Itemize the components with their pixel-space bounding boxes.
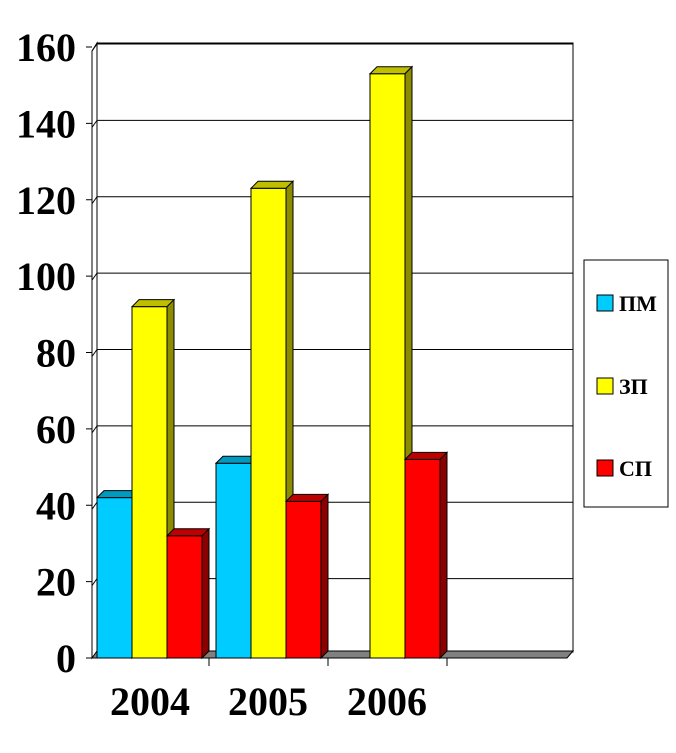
legend-label: СП	[619, 456, 652, 481]
bar-СП-2006	[403, 451, 449, 660]
y-axis-ticks: 0 20 40 60 80 100 120 140 160	[16, 25, 92, 681]
y-tick-label: 140	[16, 101, 76, 146]
y-tick-label: 120	[16, 178, 76, 223]
gridline-diag	[91, 349, 98, 357]
gridline-diag	[91, 501, 98, 510]
bar-ЗП-2004	[130, 298, 176, 660]
bar-side	[320, 493, 329, 660]
x-tick-label: 2004	[110, 679, 190, 724]
bar-СП-2005	[284, 493, 330, 660]
bar-front	[215, 462, 252, 659]
bar-ПМ-2004	[95, 489, 141, 660]
gridline-diag	[91, 43, 98, 52]
legend-label: ПМ	[619, 291, 657, 316]
bar-front	[96, 497, 133, 659]
x-tick-label: 2006	[347, 679, 427, 724]
gridline-diag	[91, 578, 98, 586]
y-tick-label: 160	[16, 25, 76, 70]
y-tick-label: 20	[36, 560, 76, 605]
y-tick-label: 0	[56, 636, 76, 681]
bar-ЗП-2006	[368, 65, 414, 660]
bar-front	[250, 187, 287, 659]
x-axis-ticks: 2004 2005 2006	[110, 658, 448, 724]
y-tick-label: 100	[16, 254, 76, 299]
legend-swatch	[596, 294, 614, 312]
bars	[95, 65, 449, 660]
bar-front	[285, 500, 322, 659]
y-tick-label: 80	[36, 331, 76, 376]
bar-front	[369, 73, 406, 659]
bar-СП-2004	[165, 527, 211, 660]
y-tick-label: 40	[36, 483, 76, 528]
bar-front	[131, 306, 168, 659]
legend: ПМ ЗП СП	[583, 259, 669, 508]
legend-swatch	[596, 377, 614, 395]
bar-front	[166, 535, 203, 659]
gridlines	[91, 43, 573, 586]
legend-swatch	[596, 459, 614, 477]
gridline-diag	[91, 425, 98, 434]
gridline-diag	[91, 272, 98, 281]
gridline-diag	[91, 120, 98, 128]
x-tick-label: 2005	[228, 679, 308, 724]
bar-side	[439, 451, 448, 660]
bar-side	[201, 527, 210, 660]
y-tick-label: 60	[36, 407, 76, 452]
gridline-diag	[91, 196, 98, 205]
bar-front	[404, 458, 441, 659]
legend-label: ЗП	[619, 374, 648, 399]
